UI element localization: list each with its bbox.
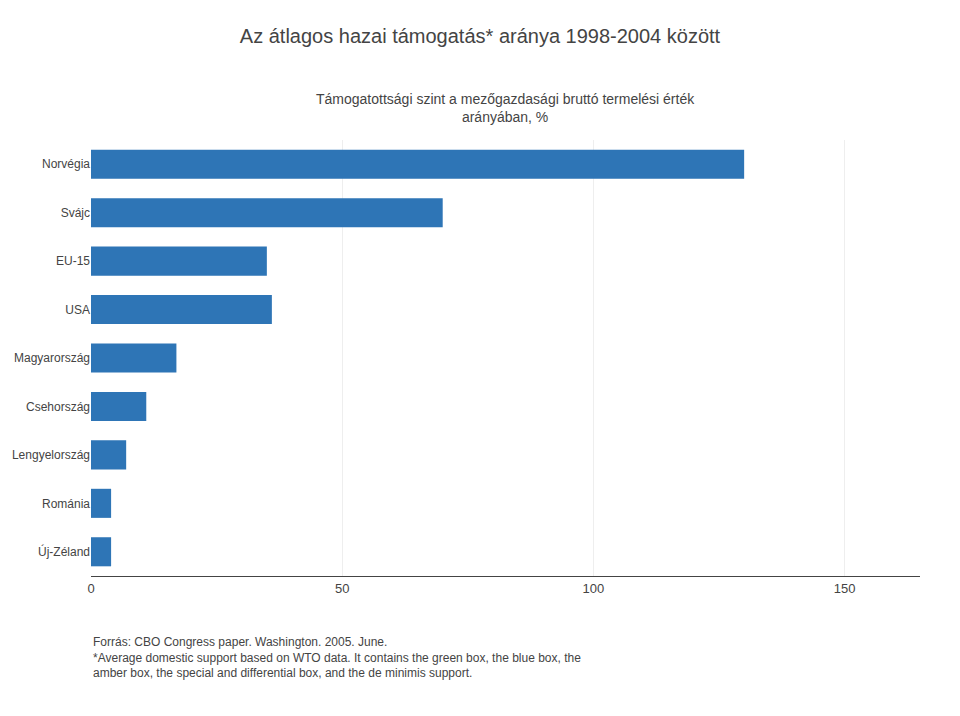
svg-text:Lengyelország: Lengyelország bbox=[12, 448, 90, 462]
svg-text:Magyarország: Magyarország bbox=[14, 351, 90, 365]
svg-text:100: 100 bbox=[583, 581, 605, 596]
svg-text:Svájc: Svájc bbox=[61, 206, 90, 220]
svg-text:Forrás: CBO Congress paper. Wa: Forrás: CBO Congress paper. Washington. … bbox=[93, 635, 581, 680]
svg-text:Norvégia: Norvégia bbox=[42, 157, 90, 171]
svg-text:150: 150 bbox=[834, 581, 856, 596]
svg-text:0: 0 bbox=[87, 581, 94, 596]
svg-text:Románia: Románia bbox=[42, 497, 90, 511]
svg-text:Csehország: Csehország bbox=[26, 400, 90, 414]
svg-text:Új-Zéland: Új-Zéland bbox=[38, 544, 90, 559]
svg-text:50: 50 bbox=[335, 581, 349, 596]
svg-text:Támogatottsági szint a mezőgaz: Támogatottsági szint a mezőgazdasági bru… bbox=[316, 91, 695, 125]
svg-text:Az átlagos hazai támogatás* ar: Az átlagos hazai támogatás* aránya 1998-… bbox=[240, 25, 721, 47]
svg-text:USA: USA bbox=[65, 303, 90, 317]
svg-text:EU-15: EU-15 bbox=[56, 254, 90, 268]
